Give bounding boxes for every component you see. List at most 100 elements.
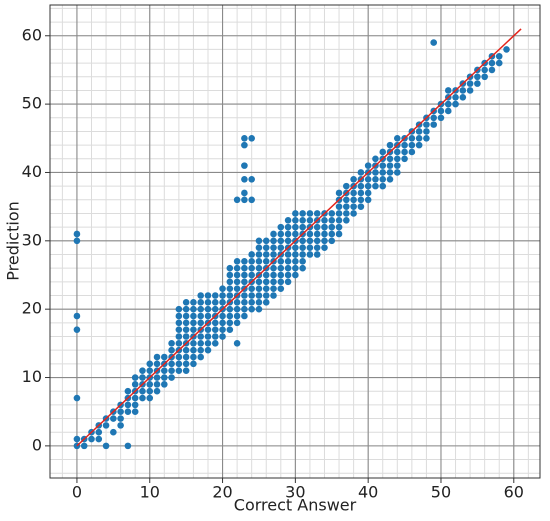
point xyxy=(255,278,263,286)
point xyxy=(233,258,241,265)
point xyxy=(197,340,205,347)
point xyxy=(270,278,277,286)
point xyxy=(73,237,81,245)
point xyxy=(335,189,343,197)
point xyxy=(248,305,255,313)
point xyxy=(306,217,314,224)
point xyxy=(364,162,372,169)
point xyxy=(299,244,306,251)
point xyxy=(262,237,270,245)
point xyxy=(255,292,263,299)
point xyxy=(182,319,190,327)
point xyxy=(459,87,467,94)
point xyxy=(211,340,219,347)
point xyxy=(270,244,277,251)
point xyxy=(153,360,161,368)
point xyxy=(182,326,190,333)
point xyxy=(255,264,263,272)
point xyxy=(270,292,277,299)
point xyxy=(241,299,248,306)
point xyxy=(241,312,248,320)
point xyxy=(401,155,408,163)
point xyxy=(233,285,241,292)
point xyxy=(241,141,248,149)
point xyxy=(190,346,197,354)
point xyxy=(197,299,205,306)
point xyxy=(262,258,270,265)
point xyxy=(241,258,248,265)
y-tick-label: 0 xyxy=(32,435,42,454)
point xyxy=(313,251,321,258)
point xyxy=(292,258,299,265)
point xyxy=(255,258,263,265)
point xyxy=(233,278,241,286)
point xyxy=(335,217,343,224)
point xyxy=(110,415,117,422)
point xyxy=(321,217,328,224)
point xyxy=(204,326,212,333)
point xyxy=(248,134,255,142)
point xyxy=(277,264,285,272)
point xyxy=(211,299,219,306)
point xyxy=(226,271,234,279)
point xyxy=(241,305,248,313)
point xyxy=(423,128,430,135)
point xyxy=(146,367,154,374)
point xyxy=(124,408,132,415)
point xyxy=(299,237,306,245)
point xyxy=(175,326,183,333)
point xyxy=(364,196,372,204)
point xyxy=(248,285,255,292)
point xyxy=(459,93,467,101)
point xyxy=(190,312,197,320)
point xyxy=(241,264,248,272)
point xyxy=(197,346,205,354)
point xyxy=(153,381,161,388)
point xyxy=(328,237,336,245)
point xyxy=(393,162,401,169)
point xyxy=(139,367,146,374)
point xyxy=(313,230,321,238)
point xyxy=(408,134,416,142)
point xyxy=(372,155,379,163)
point xyxy=(284,264,292,272)
point xyxy=(73,312,81,320)
point xyxy=(197,292,205,299)
point xyxy=(335,210,343,217)
point xyxy=(313,244,321,251)
y-tick-label: 10 xyxy=(22,367,42,386)
point xyxy=(248,264,255,272)
y-axis-label: Prediction xyxy=(4,201,23,280)
point xyxy=(124,442,132,450)
point xyxy=(379,148,387,156)
point xyxy=(488,59,496,67)
point xyxy=(146,394,154,402)
point xyxy=(175,319,183,327)
point xyxy=(95,435,103,443)
point xyxy=(415,141,423,149)
point xyxy=(328,230,336,238)
point xyxy=(182,312,190,320)
point xyxy=(262,271,270,279)
point xyxy=(343,203,350,210)
point xyxy=(313,210,321,217)
point xyxy=(168,367,175,374)
point xyxy=(131,401,139,409)
point xyxy=(233,305,241,313)
point xyxy=(139,374,146,381)
point xyxy=(437,114,445,122)
point xyxy=(117,408,124,415)
point xyxy=(313,223,321,231)
point xyxy=(146,381,154,388)
point xyxy=(255,237,263,245)
point xyxy=(386,162,394,169)
point xyxy=(241,271,248,279)
point xyxy=(350,203,357,210)
point xyxy=(364,182,372,190)
point xyxy=(350,175,357,183)
point xyxy=(219,326,226,333)
point xyxy=(430,39,437,46)
point xyxy=(343,217,350,224)
point xyxy=(211,305,219,313)
point xyxy=(255,305,263,313)
